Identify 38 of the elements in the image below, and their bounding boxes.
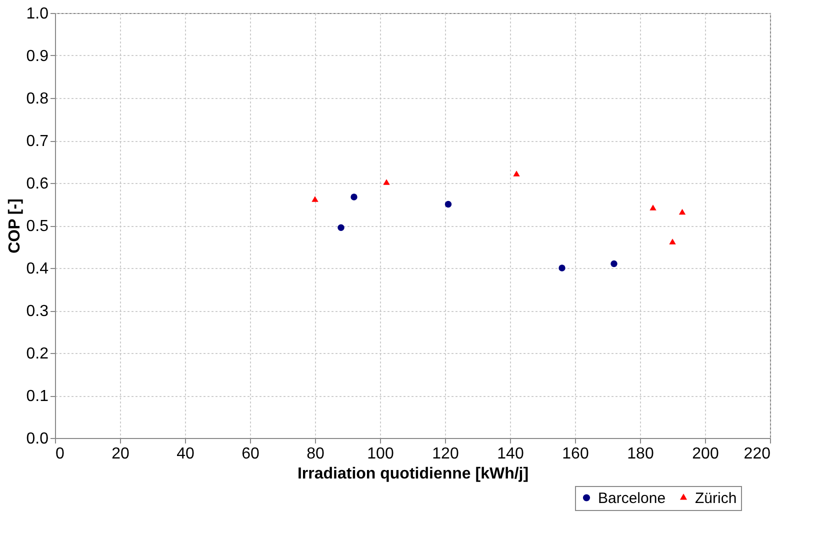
point — [678, 208, 686, 215]
point — [338, 224, 344, 231]
y-tick-label: 0.5 — [26, 218, 49, 235]
y-tick-label: 0.3 — [26, 303, 49, 320]
point — [513, 170, 520, 176]
x-tick-label: 80 — [306, 446, 324, 462]
legend-label: Zürich — [695, 490, 737, 507]
point — [383, 179, 390, 185]
y-tick-label: 0.8 — [26, 90, 49, 108]
y-tick-label: 0.4 — [26, 260, 49, 278]
x-tick-label: 140 — [497, 446, 524, 462]
x-tick-label: 200 — [692, 446, 719, 462]
point — [610, 260, 618, 268]
x-tick-label: 40 — [176, 446, 194, 462]
x-tick-label: 180 — [627, 446, 654, 462]
x-tick-label: 220 — [744, 446, 771, 462]
y-tick-label: 0.7 — [26, 133, 49, 150]
y-tick-label: 0.6 — [26, 176, 49, 192]
x-tick-label: 160 — [562, 446, 589, 462]
x-tick-label: 20 — [112, 446, 130, 462]
y-tick-label: 0.9 — [26, 48, 49, 65]
point — [444, 200, 452, 208]
y-tick-label: 0.1 — [26, 388, 49, 405]
x-tick-label: 100 — [367, 446, 394, 462]
y-tick-label: 0.2 — [26, 346, 49, 362]
y-tick-label: 1.0 — [26, 6, 49, 22]
point — [312, 196, 318, 202]
point — [650, 204, 656, 210]
x-tick-label: 60 — [242, 446, 260, 462]
y-tick-label: 0.0 — [26, 430, 49, 448]
y-axis-title: COP [-] — [6, 198, 24, 254]
x-axis-title: Irradiation quotidienne [kWh/j] — [297, 466, 529, 482]
point — [558, 264, 566, 272]
x-tick-label: 120 — [432, 446, 459, 462]
x-tick-label: 0 — [56, 446, 64, 462]
legend-label: Barcelone — [598, 490, 666, 507]
point — [669, 238, 676, 244]
point — [350, 194, 358, 200]
